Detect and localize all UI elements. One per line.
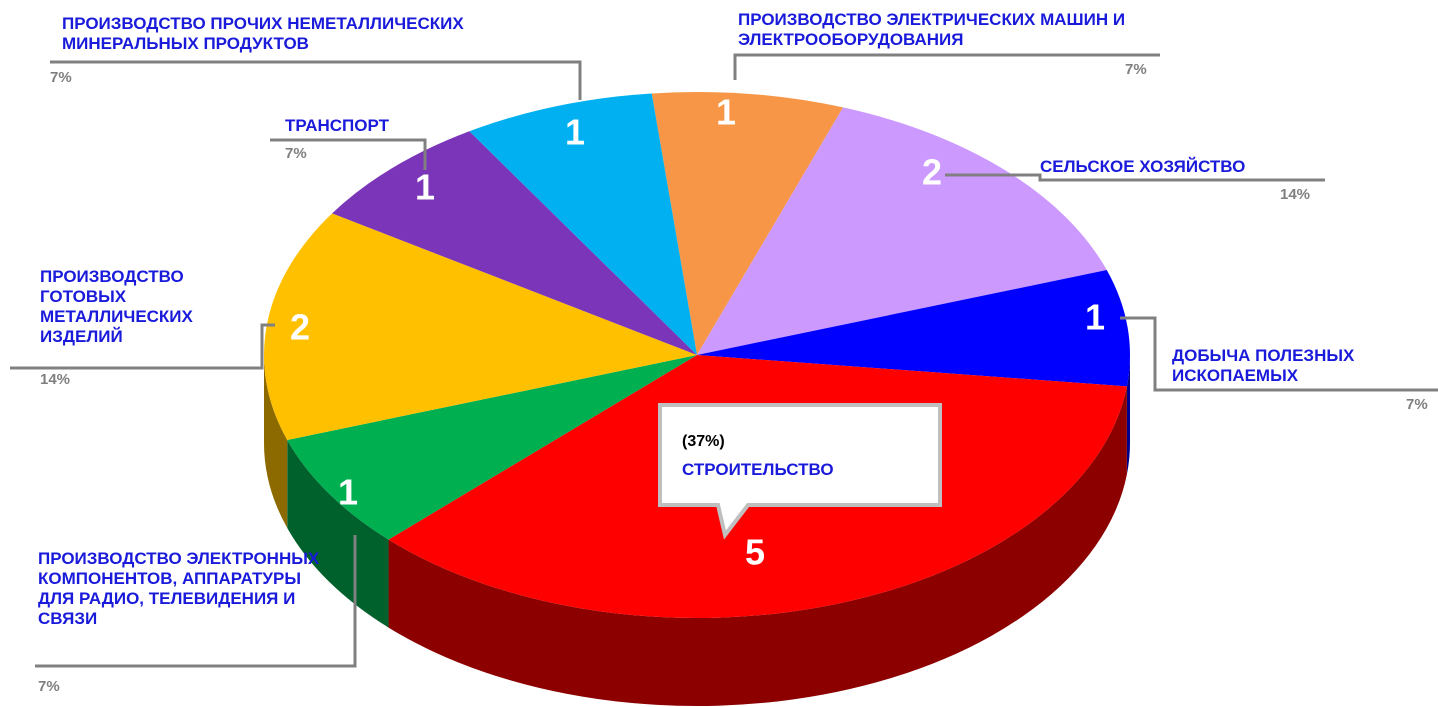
percent-label: (37%): [682, 433, 725, 450]
category-label: ДОБЫЧА ПОЛЕЗНЫХ ИСКОПАЕМЫХ: [1172, 346, 1355, 385]
category-label: ПРОИЗВОДСТВО ЭЛЕКТРИЧЕСКИХ МАШИН И ЭЛЕКТ…: [738, 10, 1126, 49]
data-label: 1: [1085, 297, 1105, 338]
slice: [651, 91, 844, 355]
slice: [697, 269, 1130, 387]
slice-side: [1126, 355, 1130, 475]
category-label: СТРОИТЕЛЬСТВО: [682, 460, 834, 479]
category-label: ПРОИЗВОДСТВО ГОТОВЫХ МЕТАЛЛИЧЕСКИХ ИЗДЕЛ…: [40, 267, 193, 346]
data-label: 1: [565, 112, 585, 153]
category-label: ТРАНСПОРТ: [285, 116, 390, 135]
percent-label: 7%: [285, 145, 307, 162]
data-label: 2: [922, 152, 942, 193]
slice: [332, 131, 697, 355]
data-label: 1: [415, 167, 435, 208]
data-label: 5: [745, 532, 765, 573]
callout-box: [658, 403, 942, 540]
data-label: 2: [290, 307, 310, 348]
percent-label: 7%: [50, 69, 72, 86]
leader-line: [270, 138, 427, 170]
slice-side: [264, 355, 288, 529]
percent-label: 7%: [1406, 396, 1428, 413]
slice: [264, 213, 697, 441]
category-label: ПРОИЗВОДСТВО ПРОЧИХ НЕМЕТАЛЛИЧЕСКИХ МИНЕ…: [62, 14, 464, 53]
slice-side: [388, 386, 1127, 707]
category-label: ПРОИЗВОДСТВО ЭЛЕКТРОННЫХ КОМПОНЕНТОВ, АП…: [38, 549, 320, 628]
data-label: 1: [716, 92, 736, 133]
leader-line: [35, 535, 357, 668]
data-label: 1: [338, 472, 358, 513]
percent-label: 14%: [40, 371, 71, 388]
category-label: СЕЛЬСКОЕ ХОЗЯЙСТВО: [1040, 157, 1246, 176]
leader-line: [50, 60, 582, 100]
slice-side: [287, 440, 389, 628]
leader-line: [733, 53, 1160, 80]
leader-line: [945, 173, 1325, 182]
slice: [469, 93, 697, 356]
leader-line: [10, 323, 275, 370]
percent-label: 7%: [38, 678, 60, 695]
slice: [697, 107, 1107, 355]
percent-label: 7%: [1125, 61, 1147, 78]
percent-label: 14%: [1280, 186, 1311, 203]
slice: [287, 355, 697, 540]
leader-line: [1120, 316, 1438, 392]
